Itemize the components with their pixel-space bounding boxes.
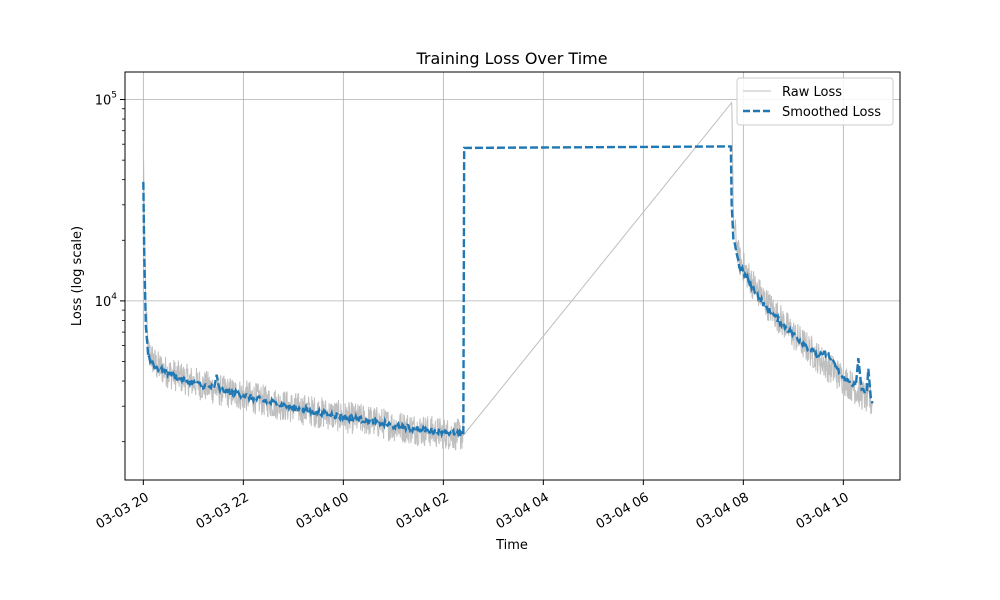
legend-label: Smoothed Loss	[782, 105, 881, 120]
grid	[125, 72, 900, 480]
legend-box	[736, 77, 894, 126]
x-tick-label: 03-03 20	[94, 490, 152, 532]
y-tick-label: 104	[95, 292, 118, 310]
series-smoothed-loss	[142, 145, 874, 439]
x-tick-label: 03-04 08	[694, 490, 752, 532]
y-axis: 104 105	[95, 91, 125, 443]
series-layer	[142, 101, 874, 451]
y-tick-label: 105	[95, 91, 117, 109]
legend: Raw Loss Smoothed Loss	[736, 77, 894, 126]
x-tick-label: 03-04 06	[594, 490, 652, 532]
plot-frame	[124, 71, 901, 481]
x-axis-label: Time	[495, 538, 528, 553]
x-tick-label: 03-04 10	[794, 490, 852, 532]
series-raw-loss	[142, 101, 873, 451]
x-tick-label: 03-04 02	[394, 490, 452, 532]
legend-label: Raw Loss	[782, 85, 842, 100]
x-tick-label: 03-04 04	[494, 490, 552, 532]
y-axis-label: Loss (log scale)	[70, 226, 85, 326]
x-tick-label: 03-03 22	[194, 490, 252, 532]
x-axis: 03-03 20 03-03 22 03-04 00 03-04 02 03-04 04…	[94, 480, 852, 532]
chart-title: Training Loss Over Time	[415, 49, 607, 68]
x-tick-label: 03-04 00	[294, 490, 352, 532]
